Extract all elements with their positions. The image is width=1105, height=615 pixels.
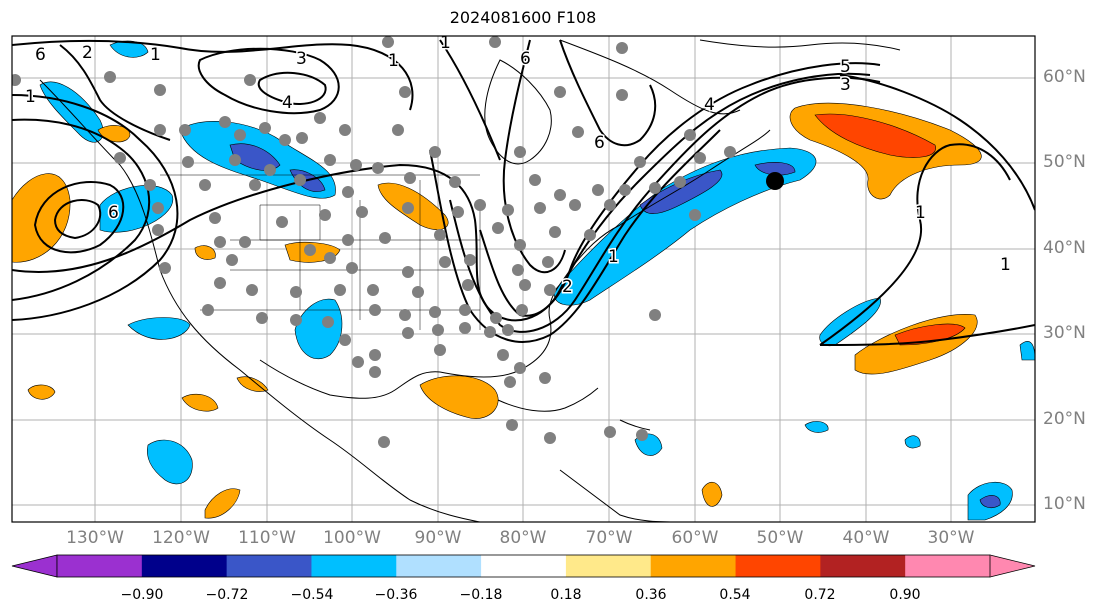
contour-labels: 6 2 1 1 3 4 1 6 4 5 3 6 1 2 1 1 1 6 xyxy=(24,33,1013,299)
contour-label: 6 xyxy=(520,49,531,69)
shade-atl-blue7 xyxy=(1019,341,1035,361)
contour-label: 6 xyxy=(35,45,46,65)
shade-pacific-blue xyxy=(99,185,174,233)
lon-label: 30°W xyxy=(927,528,975,548)
colorbar-segment xyxy=(141,555,228,577)
contour-label: 1 xyxy=(388,51,399,71)
lon-label: 80°W xyxy=(499,528,547,548)
colorbar-over-triangle xyxy=(989,554,1036,578)
lat-label: 20°N xyxy=(1043,409,1086,429)
shade-atl-red2 xyxy=(894,323,966,346)
colorbar-segments xyxy=(57,555,991,577)
contour-label: 2 xyxy=(562,277,573,297)
contour-label: 6 xyxy=(108,203,119,223)
lon-label: 50°W xyxy=(756,528,804,548)
lon-label: 110°W xyxy=(238,528,296,548)
contour-label: 1 xyxy=(440,33,451,53)
lat-label: 50°N xyxy=(1043,152,1086,172)
contour-label: 1 xyxy=(150,45,161,65)
lon-label: 130°W xyxy=(66,528,124,548)
colorbar-tick-label: 0.72 xyxy=(804,587,836,603)
shade-east-mid2 xyxy=(754,162,796,176)
contour-label: 1 xyxy=(608,247,619,267)
colorbar-segment xyxy=(650,555,737,577)
lat-label: 40°N xyxy=(1043,238,1086,258)
colorbar-tick-label: −0.54 xyxy=(290,587,334,603)
contour-lines xyxy=(12,39,1035,346)
map-title: 2024081600 F108 xyxy=(449,8,597,27)
shade-pac-orange3 xyxy=(27,384,56,400)
lon-label: 40°W xyxy=(842,528,890,548)
shade-sw-orange xyxy=(194,245,216,260)
colorbar-tick-label: 0.90 xyxy=(889,587,921,603)
colorbar-frame xyxy=(56,554,991,578)
map-frame xyxy=(11,35,1036,523)
contour-label: 1 xyxy=(25,87,36,107)
colorbar-under-triangle xyxy=(11,554,58,578)
contour-label: 1 xyxy=(915,203,926,223)
contour-label: 2 xyxy=(82,43,93,63)
colorbar-segment xyxy=(735,555,821,577)
colorbar-segment xyxy=(57,555,143,577)
lat-label: 10°N xyxy=(1043,494,1086,514)
colorbar-tick-label: 0.36 xyxy=(635,587,667,603)
contour-label: 1 xyxy=(1000,255,1011,275)
shade-gulf-orange xyxy=(419,375,499,419)
coastlines xyxy=(39,39,901,522)
colorbar-segment xyxy=(311,555,397,577)
shade-atl-blue6 xyxy=(904,435,921,449)
colorbar-tick-label: −0.36 xyxy=(374,587,418,603)
shade-atl-orange3 xyxy=(701,482,723,507)
contour-label: 6 xyxy=(594,133,605,153)
colorbar-tick-label: −0.90 xyxy=(120,587,164,603)
shade-pacific-west xyxy=(12,173,71,263)
lon-label: 70°W xyxy=(585,528,633,548)
shade-pacific-blue2 xyxy=(127,317,191,340)
contour-label: 3 xyxy=(840,75,851,95)
shade-mexico-blue xyxy=(294,298,343,360)
colorbar-tick-label: −0.18 xyxy=(459,587,503,603)
storm-center-dot xyxy=(766,172,784,190)
colorbar xyxy=(11,554,1036,578)
lat-label: 60°N xyxy=(1043,67,1086,87)
lon-label: 120°W xyxy=(152,528,210,548)
shade-atl-mid4 xyxy=(979,495,1001,509)
colorbar-segment xyxy=(565,555,652,577)
shade-atl-blue5 xyxy=(804,421,829,433)
lat-label: 30°N xyxy=(1043,323,1086,343)
contour-label: 4 xyxy=(282,93,293,113)
station-dots xyxy=(12,36,736,448)
colorbar-tick-label: −0.72 xyxy=(205,587,249,603)
contour-label: 3 xyxy=(296,49,307,69)
contour-label: 5 xyxy=(840,57,851,77)
colorbar-tick-label: 0.18 xyxy=(550,587,582,603)
lon-label: 100°W xyxy=(323,528,381,548)
lon-label: 60°W xyxy=(671,528,719,548)
shade-pac-blue3 xyxy=(147,439,193,485)
shade-canada-mid xyxy=(229,143,281,171)
shade-east-mid xyxy=(639,169,723,214)
contour-label: 4 xyxy=(704,95,715,115)
colorbar-segment xyxy=(226,555,313,577)
colorbar-segment xyxy=(905,555,991,577)
shade-pac-orange5 xyxy=(236,376,269,392)
colorbar-segment xyxy=(481,555,567,577)
lon-label: 90°W xyxy=(414,528,462,548)
shade-east-blue xyxy=(553,147,817,306)
colorbar-segment xyxy=(820,555,906,577)
shade-north-atl-red xyxy=(814,113,936,158)
colorbar-segment xyxy=(396,555,482,577)
shade-pac-orange6 xyxy=(204,488,241,519)
shade-pac-orange4 xyxy=(181,393,219,412)
colorbar-tick-label: 0.54 xyxy=(719,587,751,603)
